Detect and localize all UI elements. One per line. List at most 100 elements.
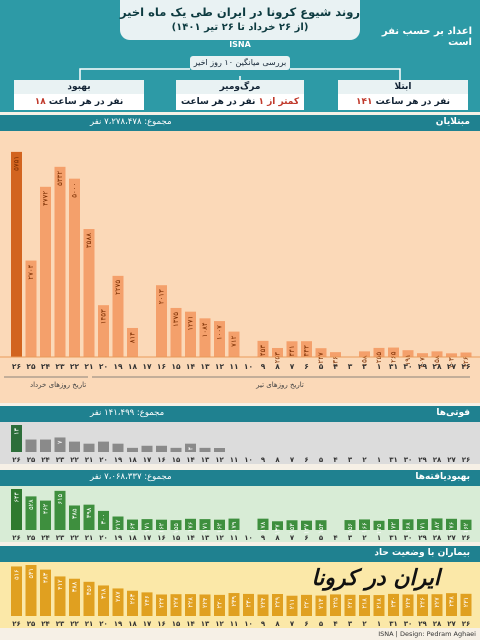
band-bar — [185, 594, 196, 616]
band-value-label: ۲۲۴ — [404, 597, 412, 608]
band-bar — [25, 565, 37, 616]
band-value-label: ۲۳۹ — [230, 596, 238, 607]
infection-bar — [127, 327, 138, 357]
band-bar — [141, 592, 153, 616]
band-x-tick: ۷ — [290, 456, 295, 464]
card-infection-heading: ابتلا — [338, 80, 468, 94]
band-x-tick: ۱۳ — [201, 620, 210, 628]
band-value-label: ۱۷۹ — [230, 521, 238, 532]
band-value-label: ۲۲۱ — [346, 598, 354, 608]
band-x-tick: ۱۵ — [172, 620, 181, 628]
band-bar — [83, 581, 95, 616]
band-bar — [54, 437, 66, 452]
band-x-tick: ۲۵ — [27, 534, 36, 542]
band-x-tick: ۲۶ — [462, 534, 471, 542]
infection-x-tick: ۳۱ — [389, 362, 398, 371]
card-infection: ابتلا ۱۴۱ نفر در هر ساعت — [338, 80, 468, 110]
band-value-label: ۲۲۴ — [259, 597, 267, 608]
band-bar — [214, 448, 225, 452]
band-x-tick: ۲۷ — [447, 456, 456, 464]
band-value-label: ۳۱۸ — [100, 588, 108, 599]
recovered-title: بهبودیافته‌ها — [415, 472, 470, 482]
infection-bar — [112, 275, 124, 357]
infection-bar — [199, 318, 211, 357]
band-x-tick: ۹ — [261, 534, 266, 542]
band-bar — [25, 496, 37, 530]
band-value-label: ۲۲۹ — [274, 597, 282, 608]
card-recovery-value: ۱۸ نفر در هر ساعت — [14, 94, 144, 110]
band-value-label: ۲۳۰ — [390, 597, 398, 607]
infection-bar — [170, 307, 182, 357]
infection-x-tick: ۱۴ — [186, 362, 196, 371]
band-bar — [185, 443, 196, 452]
band-value-label: ۱۶۸ — [404, 522, 412, 533]
infection-bar — [257, 340, 269, 357]
band-x-tick: ۱۰ — [244, 456, 253, 464]
infection-x-tick: ۲۶ — [12, 362, 21, 371]
band-x-tick: ۲۳ — [56, 620, 65, 628]
infection-x-tick: ۲۵ — [26, 362, 36, 371]
recovered-chart: ۱۶۲۲۶۱۷۶۲۷۱۸۲۲۸۱۷۱۲۹۱۶۸۳۰۱۷۲۳۱۱۴۵۱۱۶۶۲۱۵… — [0, 486, 480, 542]
band-bar — [272, 594, 283, 616]
band-x-tick: ۱۰ — [244, 620, 253, 628]
band-x-tick: ۲۷ — [447, 620, 456, 628]
band-value-label: ۲۳۸ — [448, 596, 456, 607]
band-bar — [40, 569, 51, 616]
band-value-label: ۱۴۵ — [375, 523, 383, 534]
band-bar — [315, 520, 327, 530]
band-x-tick: ۲۰ — [99, 620, 108, 628]
band-value-label: ۲۱۱ — [288, 599, 296, 609]
infection-value-label: ۴۵۳ — [259, 345, 267, 357]
band-bar — [54, 490, 66, 530]
khordad-axis-label: تاریخ روزهای خرداد — [30, 381, 86, 389]
card-recovery-number: ۱۸ — [34, 97, 46, 107]
band-bar — [141, 519, 153, 530]
infection-bar — [83, 229, 95, 357]
band-x-tick: ۴ — [333, 456, 338, 464]
band-x-tick: ۲۱ — [85, 620, 94, 628]
infection-value-label: ۳۵۸۸ — [85, 233, 93, 248]
card-death-value: کمتر از ۱ نفر در هر ساعت — [176, 94, 304, 110]
infection-bar — [185, 311, 196, 357]
infections-title: مبتلایان — [435, 117, 470, 127]
band-value-label: ۴۱۲ — [56, 579, 64, 590]
band-bar — [257, 518, 269, 530]
band-bar — [460, 519, 472, 530]
band-value-label: ۶۱۵ — [56, 493, 64, 504]
infection-value-label: ۱۰۸۴ — [201, 322, 209, 337]
band-x-tick: ۵ — [319, 620, 324, 628]
band-value-label: ۱۶۲ — [216, 522, 224, 533]
band-value-label: ۱۶۶ — [361, 522, 369, 532]
band-x-tick: ۸ — [275, 620, 280, 628]
infection-x-tick: ۲۴ — [41, 362, 51, 371]
infection-value-label: ۱۲۷۱ — [187, 316, 195, 331]
band-bar — [199, 594, 211, 616]
band-bar — [388, 593, 399, 616]
band-x-tick: ۲۹ — [418, 456, 427, 464]
infection-value-label: ۲۰۱۳ — [158, 289, 166, 304]
infection-bar — [69, 178, 80, 357]
band-x-tick: ۲۷ — [447, 534, 456, 542]
band-bar — [112, 516, 124, 530]
band-x-tick: ۱۲ — [215, 620, 224, 628]
band-value-label: ۱۷۱ — [419, 522, 427, 532]
title-box: روند شیوع کرونا در ایران طی یک ماه اخیر … — [120, 0, 360, 40]
band-x-tick: ۸ — [275, 456, 280, 464]
severe-band: بیماران با وضعیت حاد — [0, 546, 480, 562]
infections-total: مجموع: ۷،۲۷۸،۴۷۸ نفر — [90, 117, 172, 127]
band-bar — [141, 445, 153, 452]
band-x-tick: ۲۹ — [418, 620, 427, 628]
page-title: روند شیوع کرونا در ایران طی یک ماه اخیر — [120, 5, 361, 19]
band-x-tick: ۱۶ — [157, 534, 166, 542]
band-x-tick: ۳۱ — [389, 620, 398, 628]
infection-bar — [315, 348, 327, 357]
band-value-label: ۱۷۱ — [201, 522, 209, 532]
band-bar — [98, 441, 109, 452]
infection-value-label: ۸۱۴ — [129, 332, 137, 344]
infection-x-tick: ۲۱ — [84, 362, 93, 371]
band-bar — [301, 520, 312, 530]
severe-title: بیماران با وضعیت حاد — [374, 548, 470, 558]
band-bar — [156, 519, 167, 530]
band-x-tick: ۱۶ — [157, 456, 166, 464]
